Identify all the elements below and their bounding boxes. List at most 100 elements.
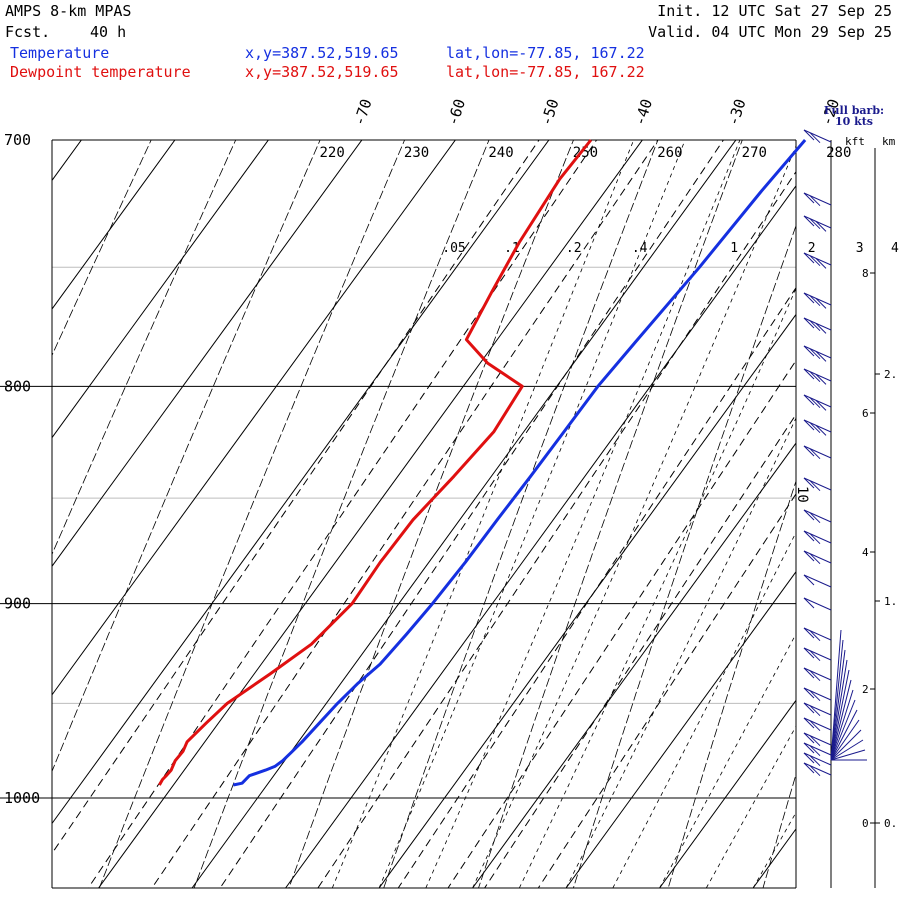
kft-tick-label: 0 [862,817,869,830]
km-tick-label: 1. [884,595,897,608]
wind-barb [803,752,832,766]
wind-barb-flag [809,422,821,434]
temperature-tick-label: -70 [350,97,375,128]
wind-barb [830,699,856,761]
mixing-ratio-label: .2 [566,241,582,256]
moist-adiabat [425,140,741,888]
wind-barb-flag [803,477,815,489]
isotherm-line [52,140,269,439]
wind-barb [803,702,832,716]
isotherm-line [752,828,796,888]
theta-label: 270 [742,145,767,161]
wind-barb [830,669,850,761]
mixing-ratio-label: 3 [856,241,864,256]
kft-tick-label: 2 [862,683,869,696]
wind-barb [830,689,854,761]
wind-barb [803,762,832,776]
wind-barb [830,639,844,761]
legend-dewpoint: Dewpoint temperature [10,63,191,81]
wind-barb [830,719,860,761]
wind-speed-label: 10 [794,486,810,503]
wind-barb-flag [809,705,821,717]
wind-barb [803,292,832,306]
wind-barb-flag [815,221,827,232]
wind-barb-flag [803,445,815,457]
wind-barb-flag [809,720,821,732]
wind-barb-flag [803,702,815,714]
wind-barb-flag [803,687,815,699]
wind-barb-flag [809,553,821,565]
isotherm-line [378,313,796,888]
wind-barb-flag [809,650,821,662]
dry-adiabat [52,140,152,357]
wind-barb-flag [809,670,821,682]
init-time: Init. 12 UTC Sat 27 Sep 25 [657,2,892,20]
km-tick-label: 2. [884,368,897,381]
temperature-tick-label: -50 [537,97,562,128]
dry-adiabat [288,140,574,888]
kft-tick-label: 8 [862,267,869,280]
wind-barb-flag [803,368,815,380]
wind-barb-flag [809,512,821,524]
mixing-ratio-line [397,286,796,888]
moist-adiabat [518,287,796,888]
wind-barb-flag [809,195,821,207]
dry-adiabat [667,479,796,888]
wind-barb-flag [809,295,821,307]
wind-barb-flag [803,292,815,304]
moist-adiabat [472,144,796,888]
wind-barb-flag [815,400,827,411]
theta-label: 230 [404,145,429,161]
mixing-ratio-line [537,492,796,888]
isotherm-line [659,699,796,888]
wind-barb-flag [809,745,821,757]
wind-barb-flag [815,351,827,362]
wind-barb-flag [809,690,821,702]
wind-barb [803,687,832,701]
theta-label: 220 [319,145,344,161]
wind-barb-flag [809,320,821,332]
wind-barb [803,732,832,746]
wind-barb-flag [803,717,815,729]
mixing-ratio-line [151,140,659,888]
wind-barb-flag [803,647,815,659]
wind-barb-flag [803,394,815,406]
wind-barb [803,597,832,611]
moist-adiabat [612,531,796,888]
moist-adiabat [752,811,796,888]
wind-barb-flag [815,323,827,334]
isotherm-line [52,140,363,568]
pressure-label: 800 [4,377,31,395]
wind-barb-flag [809,533,821,545]
mixing-ratio-label: .4 [632,241,648,256]
kft-axis-label: kft [845,135,865,148]
mixing-ratio-label: .1 [504,241,520,256]
barb-legend-title: Full barb: [824,104,884,117]
wind-barb-flag [809,397,821,409]
wind-barb [803,550,832,564]
isotherm-line [52,140,550,825]
isotherm-line [472,442,796,888]
wind-barb [803,215,832,229]
wind-barb [803,445,832,459]
wind-barb-flag [809,755,821,767]
wind-barb [830,729,862,761]
forecast-value: 40 h [90,23,127,41]
wind-barb-flag [803,550,815,562]
isotherm-line [52,140,176,310]
dry-adiabat [98,140,406,888]
wind-barb-flag [815,425,827,436]
wind-barb-flag [803,192,815,204]
wind-barb [803,574,832,588]
wind-barb-flag [803,597,815,609]
temperature-xy: x,y=387.52,519.65 [245,44,399,62]
theta-label: 240 [488,145,513,161]
isotherm-line [98,140,643,888]
mixing-ratio-line [484,413,796,888]
wind-barb-flag [809,132,821,144]
wind-barb-flag [803,215,815,227]
wind-barb [803,742,832,756]
wind-barb [830,659,848,761]
wind-barb [803,345,832,359]
